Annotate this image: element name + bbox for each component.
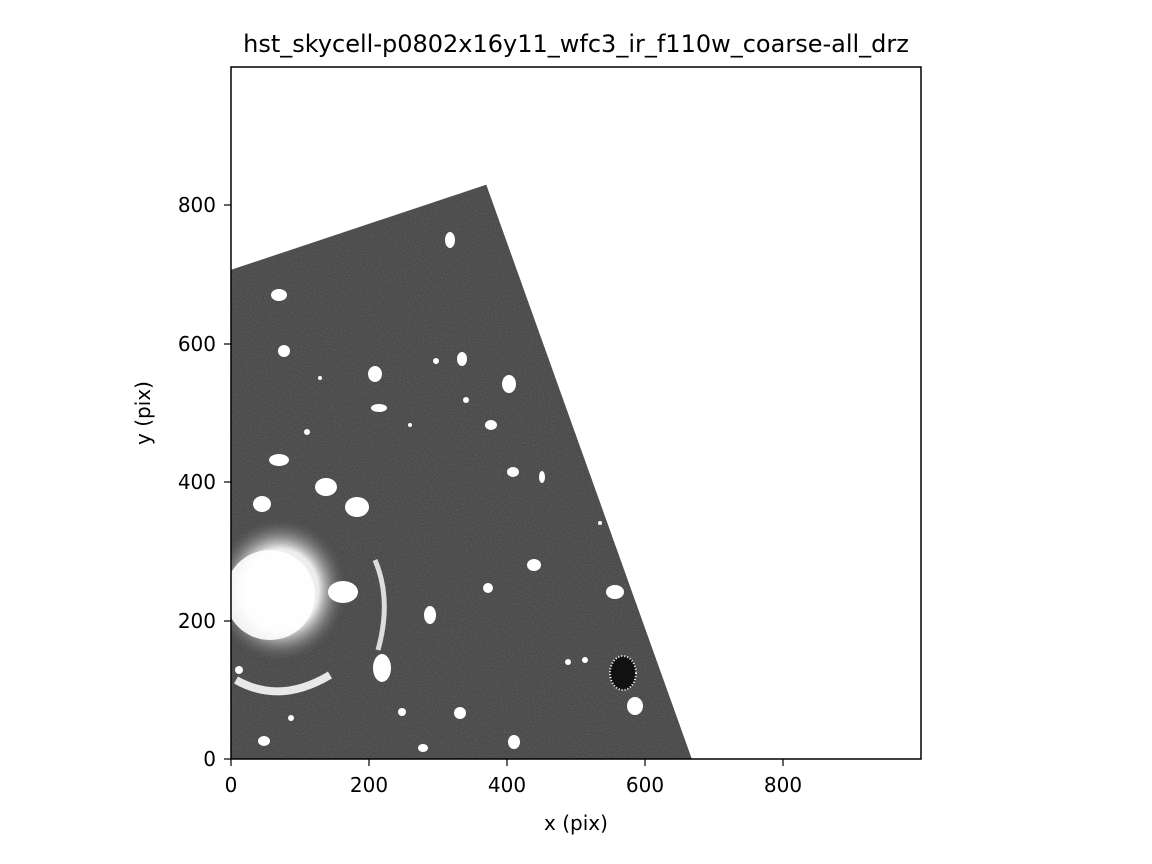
- galaxy: [278, 345, 290, 357]
- y-tick-label: 800: [178, 193, 216, 217]
- y-axis-label: y (pix): [131, 381, 155, 445]
- lensed-arc: [234, 671, 333, 696]
- x-tick-label: 400: [488, 773, 526, 797]
- y-tick-label: 400: [178, 470, 216, 494]
- galaxy: [565, 659, 571, 665]
- x-tick-label: 200: [350, 773, 388, 797]
- galaxy: [418, 744, 428, 752]
- lensed-arc: [372, 559, 387, 651]
- galaxy: [304, 429, 310, 435]
- galaxy: [582, 657, 588, 663]
- galaxy: [328, 581, 358, 603]
- galaxy: [424, 606, 436, 624]
- galaxy: [483, 583, 493, 593]
- galaxy: [235, 666, 243, 674]
- x-tick-label: 0: [225, 773, 238, 797]
- galaxy: [502, 375, 516, 393]
- y-axis: 0 200 400 600 800 y (pix): [131, 193, 231, 771]
- galaxy: [433, 358, 439, 364]
- galaxy: [368, 366, 382, 382]
- noisy-region: [610, 656, 636, 690]
- galaxy: [315, 478, 337, 496]
- galaxy: [373, 654, 391, 682]
- y-tick-label: 0: [203, 747, 216, 771]
- galaxy: [507, 467, 519, 477]
- galaxy: [345, 497, 369, 517]
- galaxy: [269, 454, 289, 466]
- x-axis-label: x (pix): [544, 811, 608, 835]
- galaxy: [606, 585, 624, 599]
- y-tick-label: 600: [178, 332, 216, 356]
- galaxy: [398, 708, 406, 716]
- galaxy: [288, 715, 294, 721]
- galaxy: [271, 289, 287, 301]
- axes-frame: [230, 66, 922, 760]
- galaxy: [258, 736, 270, 746]
- galaxy: [318, 376, 322, 380]
- galaxy: [371, 404, 387, 412]
- x-axis: 0 200 400 600 800 x (pix): [225, 759, 802, 835]
- image-area: [231, 67, 921, 759]
- galaxy: [508, 735, 520, 749]
- x-tick-label: 600: [626, 773, 664, 797]
- galaxy: [408, 423, 412, 427]
- galaxy: [527, 559, 541, 571]
- galaxy: [485, 420, 497, 430]
- y-tick-label: 200: [178, 609, 216, 633]
- galaxy: [539, 471, 545, 483]
- galaxies: [235, 232, 643, 752]
- galaxy: [627, 697, 643, 715]
- galaxy: [253, 496, 271, 512]
- x-tick-label: 800: [764, 773, 802, 797]
- galaxy: [457, 352, 467, 366]
- galaxy: [598, 521, 602, 525]
- noisy-region-speckle: [609, 655, 637, 691]
- galaxy: [454, 707, 466, 719]
- plot-title: hst_skycell-p0802x16y11_wfc3_ir_f110w_co…: [243, 30, 909, 58]
- galaxy: [445, 232, 455, 248]
- galaxy: [463, 397, 469, 403]
- bright-core: [231, 550, 315, 640]
